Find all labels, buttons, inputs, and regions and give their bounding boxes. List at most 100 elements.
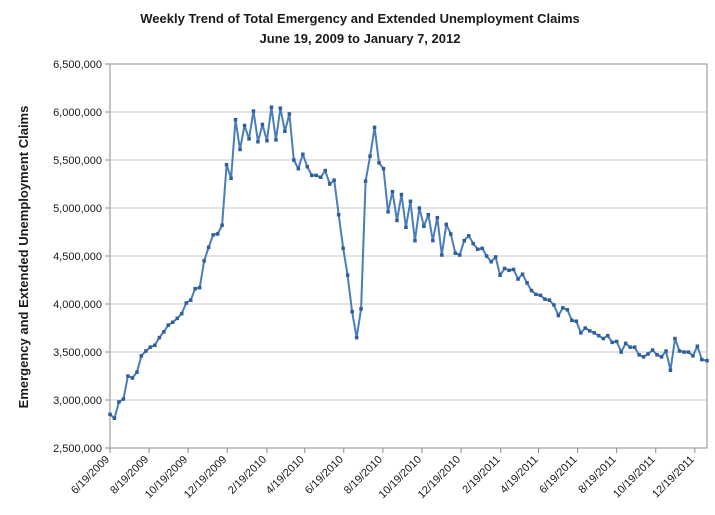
y-tick-label: 5,000,000 [53, 203, 102, 215]
data-point [314, 173, 318, 178]
data-point [520, 272, 525, 276]
data-point [700, 357, 704, 362]
data-point [543, 297, 547, 301]
data-point [233, 117, 238, 122]
data-point [175, 316, 179, 321]
data-point [556, 313, 561, 318]
data-point [413, 238, 417, 243]
data-point [287, 112, 292, 116]
data-point [220, 223, 224, 227]
data-point [637, 353, 641, 357]
data-point [511, 267, 516, 272]
data-point [197, 285, 202, 290]
chart-title: Weekly Trend of Total Emergency and Exte… [140, 11, 579, 26]
data-point [251, 109, 256, 113]
data-point [363, 179, 368, 183]
data-point [117, 400, 121, 404]
data-point [691, 354, 695, 358]
data-point [193, 286, 197, 291]
data-point [444, 222, 448, 227]
data-point [265, 139, 269, 143]
data-point [664, 349, 668, 353]
data-point [310, 173, 314, 178]
data-point [498, 273, 502, 277]
data-point [238, 147, 242, 152]
x-tick-label: 6/19/2009 [69, 454, 112, 497]
data-point [319, 175, 323, 179]
data-point [579, 331, 583, 335]
data-point [705, 358, 709, 363]
data-point [547, 298, 552, 302]
data-point [673, 336, 677, 341]
data-point [381, 166, 386, 171]
x-tick-label: 12/19/2010 [416, 454, 463, 501]
data-point [386, 210, 390, 214]
data-point [408, 199, 413, 203]
data-point [641, 355, 646, 359]
data-point [480, 246, 484, 251]
data-point [377, 161, 381, 165]
data-point [682, 350, 686, 354]
data-point [507, 268, 511, 273]
data-point [328, 182, 332, 186]
data-point [610, 340, 614, 345]
data-point [215, 232, 220, 236]
x-axis-ticks: 6/19/20098/19/200910/19/200912/19/20092/… [69, 448, 697, 501]
data-point [341, 246, 345, 251]
data-point [180, 311, 184, 316]
data-point [655, 353, 659, 357]
data-point [148, 345, 153, 349]
data-point [354, 335, 359, 340]
data-point [121, 397, 126, 401]
y-tick-label: 5,500,000 [53, 155, 102, 167]
data-point [247, 137, 251, 141]
data-point [336, 213, 341, 217]
data-point [112, 416, 117, 420]
data-point [269, 105, 274, 109]
series-points [108, 105, 709, 420]
data-point [390, 189, 395, 194]
data-point [368, 154, 372, 158]
x-tick-label: 4/19/2010 [264, 454, 307, 497]
data-point [274, 138, 278, 142]
data-point [372, 125, 377, 130]
data-point [211, 233, 215, 237]
data-point [574, 319, 579, 323]
data-point [242, 123, 247, 128]
data-point [552, 303, 556, 307]
data-point [422, 224, 426, 228]
data-point [108, 412, 112, 417]
data-point [202, 259, 206, 263]
data-point [601, 336, 605, 341]
data-point [623, 341, 628, 346]
y-tick-label: 6,500,000 [53, 59, 102, 71]
chart-subtitle: June 19, 2009 to January 7, 2012 [260, 31, 461, 46]
data-point [345, 273, 350, 277]
data-point [502, 266, 507, 271]
data-point [449, 232, 453, 236]
gridlines [110, 111, 707, 401]
data-point [493, 255, 498, 259]
data-point [632, 345, 637, 349]
x-tick-label: 2/19/2010 [226, 454, 269, 497]
data-point [646, 352, 650, 356]
data-point [130, 376, 135, 380]
data-point [668, 368, 673, 372]
data-point [139, 354, 144, 358]
data-point [305, 165, 309, 169]
x-tick-label: 6/19/2011 [537, 454, 580, 497]
data-point [659, 355, 664, 359]
data-point [453, 251, 457, 255]
data-point [283, 129, 287, 133]
data-point [229, 176, 233, 180]
data-point [256, 140, 260, 144]
data-point [332, 178, 336, 182]
y-axis-ticks: 2,500,000 3,000,000 3,500,000 4,000,000 4,50… [53, 59, 110, 455]
data-point [260, 122, 265, 127]
data-point [184, 301, 188, 305]
data-point [189, 298, 193, 302]
data-point [126, 374, 130, 378]
data-point [650, 348, 655, 352]
data-point [157, 335, 162, 340]
data-point [224, 163, 229, 167]
